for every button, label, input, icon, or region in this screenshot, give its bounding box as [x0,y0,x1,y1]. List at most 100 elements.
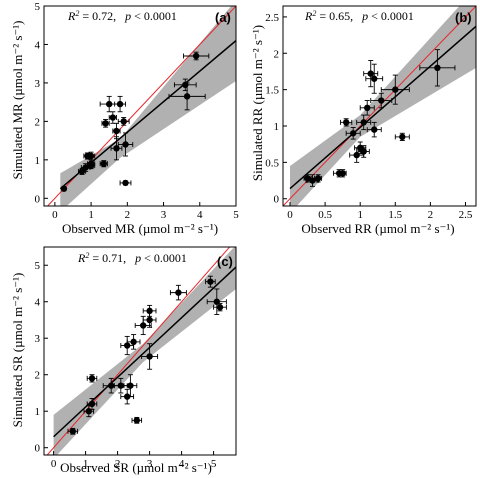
panel-a: 0 1 2 3 4 5 0 1 2 3 4 5 Simulated MR (µmol m⁻² s⁻¹)… [10,1,239,236]
one-to-one-line [46,6,236,206]
data-point [110,136,123,161]
data-point [314,174,323,183]
data-point [101,119,110,128]
x-tick-label: 2 [125,209,131,221]
point-marker [88,375,96,382]
data-point [126,334,141,350]
point-marker [117,382,125,389]
data-point [87,151,96,161]
point-marker [367,70,374,77]
point-marker [109,114,117,121]
panel-b-xlabel: Observed RR (µmol m⁻² s⁻¹) [301,221,454,236]
x-tick-label: 0 [51,458,57,470]
one-to-one-line [283,6,476,206]
x-tick-label: 2 [115,458,121,470]
panel-b-letter: (b) [455,10,472,25]
point-marker [124,342,131,349]
x-tick-label: 5 [211,458,217,470]
point-marker [124,393,131,400]
panel-b: 0 0.5 1 1.5 2 2.5 0 0.5 1 1.5 2 2.5 Simulated RR (µ… [250,5,477,236]
point-marker [353,151,360,159]
panel-a-letter: (a) [215,10,231,25]
y-tick-label: 0 [274,194,280,206]
data-point [213,303,227,312]
data-point [87,162,96,170]
confidence-band [290,6,476,206]
plot-frame [43,246,237,456]
point-marker [378,97,385,104]
data-point [112,122,121,140]
x-tick-label: 1 [357,209,363,221]
point-marker [113,127,120,135]
panel-a-xlabel: Observed MR (µmol m⁻² s⁻¹) [62,221,218,236]
panel-b-ylabel: Simulated RR (µmol m⁻² s⁻¹) [250,25,265,181]
x-tick-label: 0 [287,209,293,221]
point-marker [102,120,109,127]
data-point [365,63,384,94]
point-marker [146,316,153,324]
point-marker [108,382,115,389]
data-point [108,111,117,124]
x-tick-label: 2.5 [459,209,473,221]
x-tick-label: 4 [179,458,185,470]
regression-line [53,266,236,438]
y-tick-label: 5 [35,260,41,272]
point-marker [87,152,95,160]
x-tick-label: 3 [161,209,167,221]
point-marker [216,304,224,311]
data-point [99,95,119,113]
y-tick-label: 1 [274,121,280,133]
point-marker [309,177,316,184]
point-marker [192,52,200,60]
data-point [419,49,456,87]
point-marker [100,160,107,167]
point-marker [87,162,95,169]
plot-frame [43,5,237,207]
point-marker [360,119,367,126]
y-tick-label: 1.5 [265,85,279,97]
point-marker [304,175,311,182]
data-point [206,288,227,315]
y-tick-label: 3 [35,333,41,345]
x-tick-label: 1 [83,458,89,470]
panel-c-stats: R2 = 0.71, p < 0.0001 [77,251,187,266]
panel-b-stats: R2 = 0.65, p < 0.0001 [304,9,414,24]
data-point [86,397,98,410]
data-point [123,374,138,398]
data-point [141,343,159,370]
point-marker [120,118,127,125]
point-marker [371,126,378,133]
data-point [345,127,361,140]
data-point [380,74,410,105]
data-point [183,51,210,61]
data-point [113,377,128,394]
point-marker [364,104,371,112]
data-point [363,60,379,88]
y-tick-label: 4 [35,39,41,51]
y-tick-label: 2 [35,370,41,382]
data-point [120,335,135,356]
confidence-band [60,6,236,206]
y-tick-label: 3 [35,78,41,90]
point-marker [146,307,153,315]
y-tick-label: 0 [35,193,41,205]
panel-a-stats: R2 = 0.72, p < 0.0001 [67,9,177,24]
panel-c: 0 1 2 3 4 5 0 1 2 3 4 5 Simulated SR (µmol m⁻² s⁻¹)… [10,246,237,475]
data-point [366,121,382,138]
x-tick-label: 3 [147,458,153,470]
y-tick-label: 5 [35,1,41,13]
data-point [338,169,347,178]
data-point [142,304,157,317]
data-point [168,82,206,111]
point-marker [360,148,367,155]
panel-c-letter: (c) [217,254,233,269]
point-marker [69,428,77,435]
y-tick-label: 2.5 [265,12,279,24]
one-to-one-line [46,247,231,455]
point-marker [88,400,96,408]
data-point [370,92,393,109]
data-point [205,275,216,288]
point-marker [349,130,357,137]
panel-c-clipped [46,247,236,455]
panel-c-plot: 0 1 2 3 4 5 0 1 2 3 4 5 [35,246,237,470]
